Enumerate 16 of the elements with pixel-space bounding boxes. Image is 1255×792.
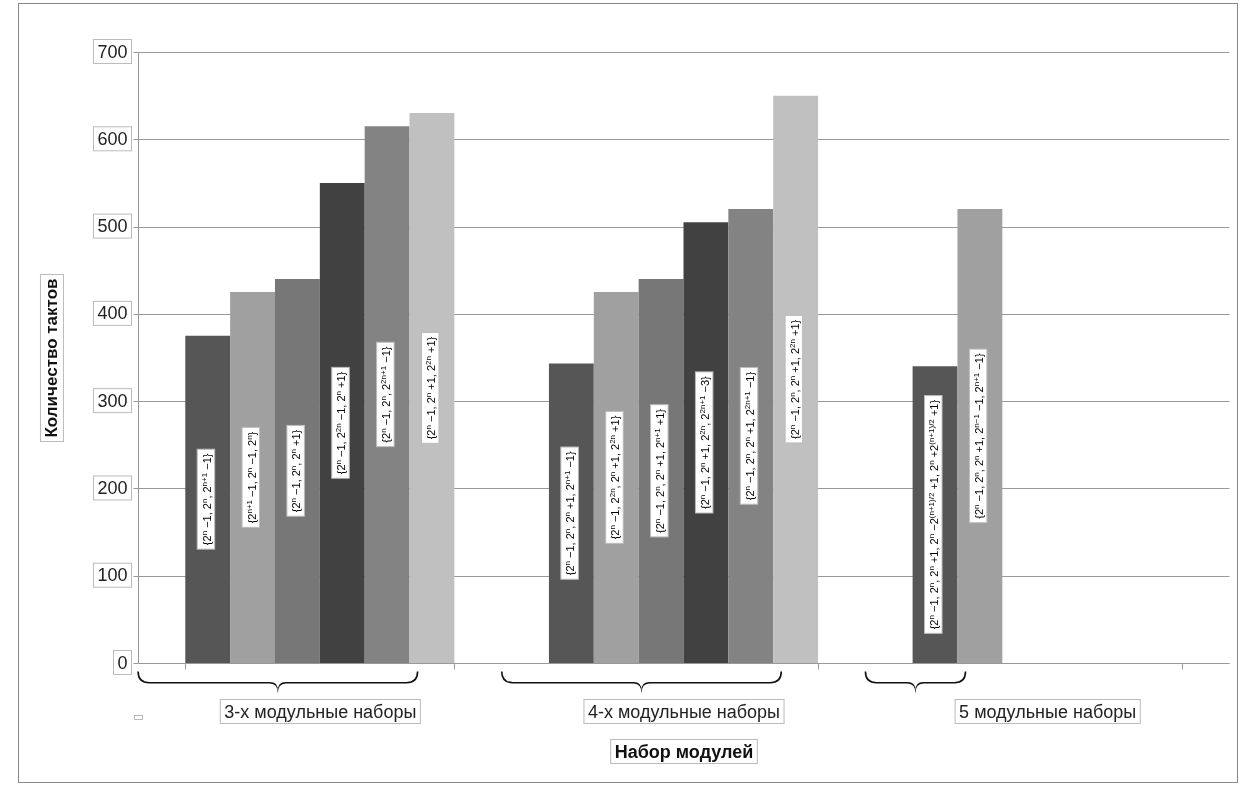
y-tick-label: 300 <box>97 390 128 411</box>
bar <box>319 182 365 663</box>
y-tick-label: 500 <box>97 216 128 237</box>
bar <box>773 95 819 663</box>
x-tick-label: 3-х модульные наборы <box>224 701 417 722</box>
bar <box>409 113 455 663</box>
y-tick-label: 600 <box>97 128 128 149</box>
bar <box>274 278 320 663</box>
y-tick-label: 200 <box>97 477 128 498</box>
bar <box>364 126 410 663</box>
y-tick-label: 100 <box>97 565 128 586</box>
bar <box>728 209 774 663</box>
y-tick-label: 700 <box>97 41 128 62</box>
y-tick-label: 400 <box>97 303 128 324</box>
x-tick-label: 5 модульные наборы <box>959 701 1137 722</box>
y-tick-label: 0 <box>117 652 128 673</box>
